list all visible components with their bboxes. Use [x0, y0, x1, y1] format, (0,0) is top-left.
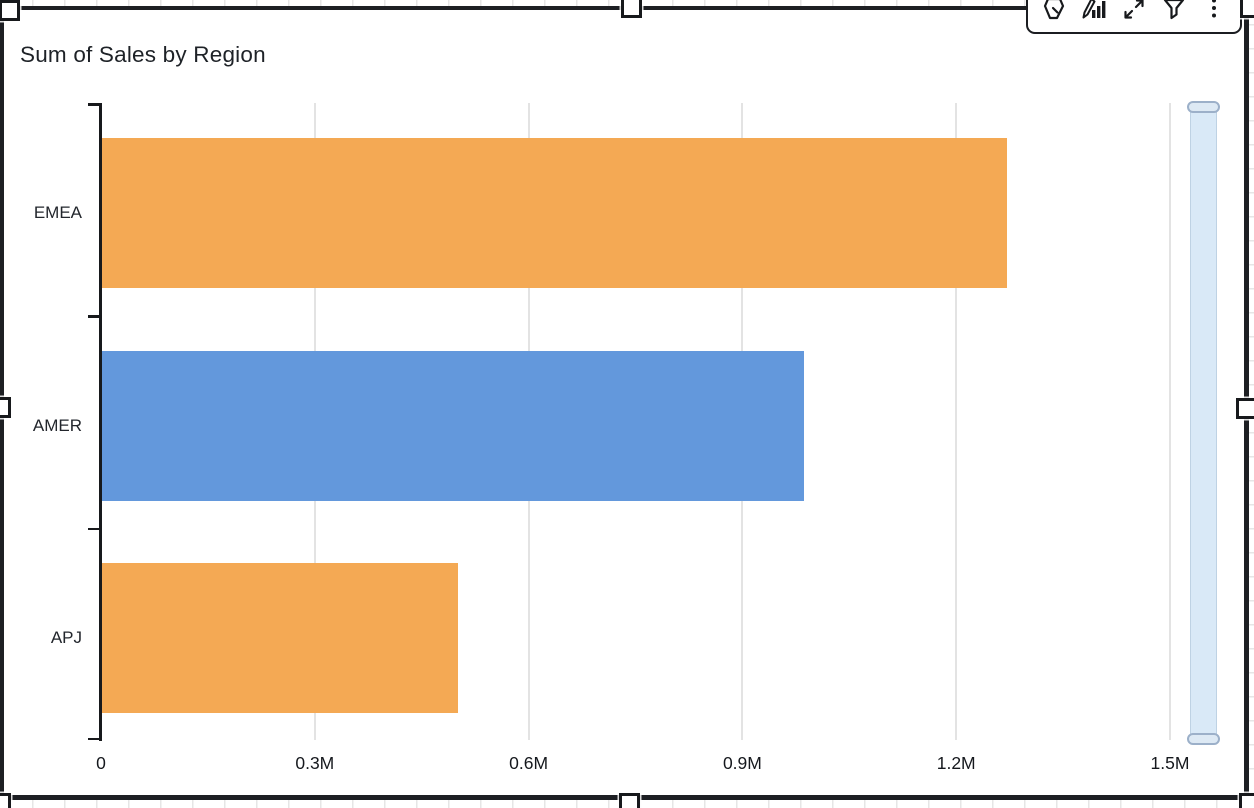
scrollbar-handle-bottom[interactable] [1187, 733, 1220, 745]
x-axis-tick-label: 0.9M [722, 753, 762, 773]
x-axis-tick-label: 0.3M [295, 753, 335, 773]
y-axis-tick [88, 737, 101, 740]
bar-emea[interactable] [102, 138, 1008, 289]
resize-handle-middle-left[interactable] [0, 397, 11, 418]
category-label: AMER [32, 415, 82, 435]
y-axis-line [99, 103, 102, 741]
y-axis-tick [88, 103, 101, 106]
x-axis-tick-label: 0 [96, 753, 106, 773]
filter-icon[interactable] [1160, 0, 1188, 23]
visual-hover-toolbar [1026, 0, 1242, 34]
resize-handle-bottom-right[interactable] [1239, 793, 1254, 808]
resize-handle-top-left[interactable] [0, 0, 20, 21]
gridline [1169, 103, 1171, 740]
resize-handle-bottom-left[interactable] [0, 793, 11, 808]
bar-amer[interactable] [102, 350, 804, 501]
bar-apj[interactable] [102, 562, 459, 713]
x-axis-tick-label: 1.5M [1150, 753, 1190, 773]
gridline [955, 103, 958, 740]
menu-options-icon[interactable] [1200, 0, 1228, 23]
resize-handle-top-right[interactable] [1240, 0, 1254, 18]
resize-handle-top-middle[interactable] [621, 0, 642, 18]
scrollbar-handle-top[interactable] [1187, 101, 1220, 113]
pen-hexagon-icon[interactable] [1040, 0, 1068, 23]
category-label: EMEA [33, 203, 82, 223]
category-label: APJ [50, 627, 82, 647]
visual-title[interactable]: Sum of Sales by Region [20, 42, 266, 67]
y-axis-tick [88, 527, 101, 531]
axis-range-scrollbar[interactable] [1187, 101, 1220, 745]
resize-handle-middle-right[interactable] [1236, 398, 1254, 419]
format-visual-icon[interactable] [1080, 0, 1108, 23]
x-axis-tick-label: 1.2M [936, 753, 976, 773]
y-axis-tick [88, 315, 101, 318]
expand-icon[interactable] [1120, 0, 1148, 23]
resize-handle-bottom-middle[interactable] [619, 793, 640, 808]
x-axis-tick-label: 0.6M [509, 753, 549, 773]
